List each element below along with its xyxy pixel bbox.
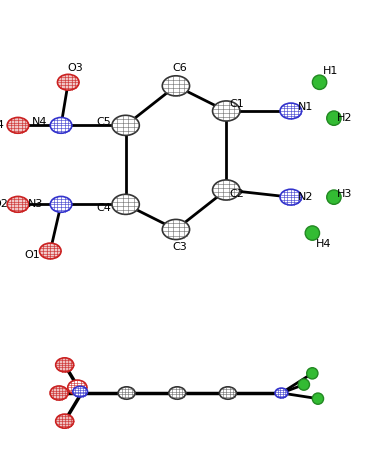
Ellipse shape [219,387,236,399]
Ellipse shape [305,226,320,240]
Ellipse shape [7,117,29,133]
Text: N2: N2 [297,192,313,202]
Ellipse shape [57,75,79,90]
Text: O2: O2 [0,199,8,209]
Text: C4: C4 [97,203,112,213]
Text: C1: C1 [230,99,244,109]
Ellipse shape [112,115,139,136]
Text: H4: H4 [316,239,331,249]
Text: N4: N4 [32,117,47,127]
Ellipse shape [313,75,327,90]
Ellipse shape [280,103,302,119]
Text: N1: N1 [297,102,313,113]
Ellipse shape [73,386,87,397]
Ellipse shape [280,189,302,205]
Text: C5: C5 [97,117,112,127]
Ellipse shape [68,380,87,395]
Text: N3: N3 [28,199,44,209]
Ellipse shape [298,379,310,390]
Ellipse shape [327,190,341,204]
Ellipse shape [213,101,240,121]
Ellipse shape [169,387,186,399]
Ellipse shape [50,117,72,133]
Ellipse shape [275,388,288,398]
Text: O4: O4 [0,121,5,130]
Ellipse shape [56,358,74,372]
Ellipse shape [50,197,72,212]
Ellipse shape [56,414,74,428]
Ellipse shape [40,243,61,259]
Ellipse shape [50,386,68,400]
Text: C2: C2 [230,189,244,198]
Text: C6: C6 [172,63,187,73]
Text: O3: O3 [67,63,83,73]
Ellipse shape [112,194,139,214]
Ellipse shape [162,76,190,96]
Text: H1: H1 [323,67,338,76]
Ellipse shape [307,368,318,379]
Ellipse shape [213,180,240,200]
Text: H3: H3 [337,189,352,198]
Ellipse shape [162,219,190,240]
Text: O1: O1 [25,250,40,260]
Ellipse shape [118,387,135,399]
Ellipse shape [312,393,323,404]
Text: C3: C3 [172,242,187,252]
Ellipse shape [327,111,341,125]
Text: H2: H2 [337,113,352,123]
Ellipse shape [7,197,29,212]
